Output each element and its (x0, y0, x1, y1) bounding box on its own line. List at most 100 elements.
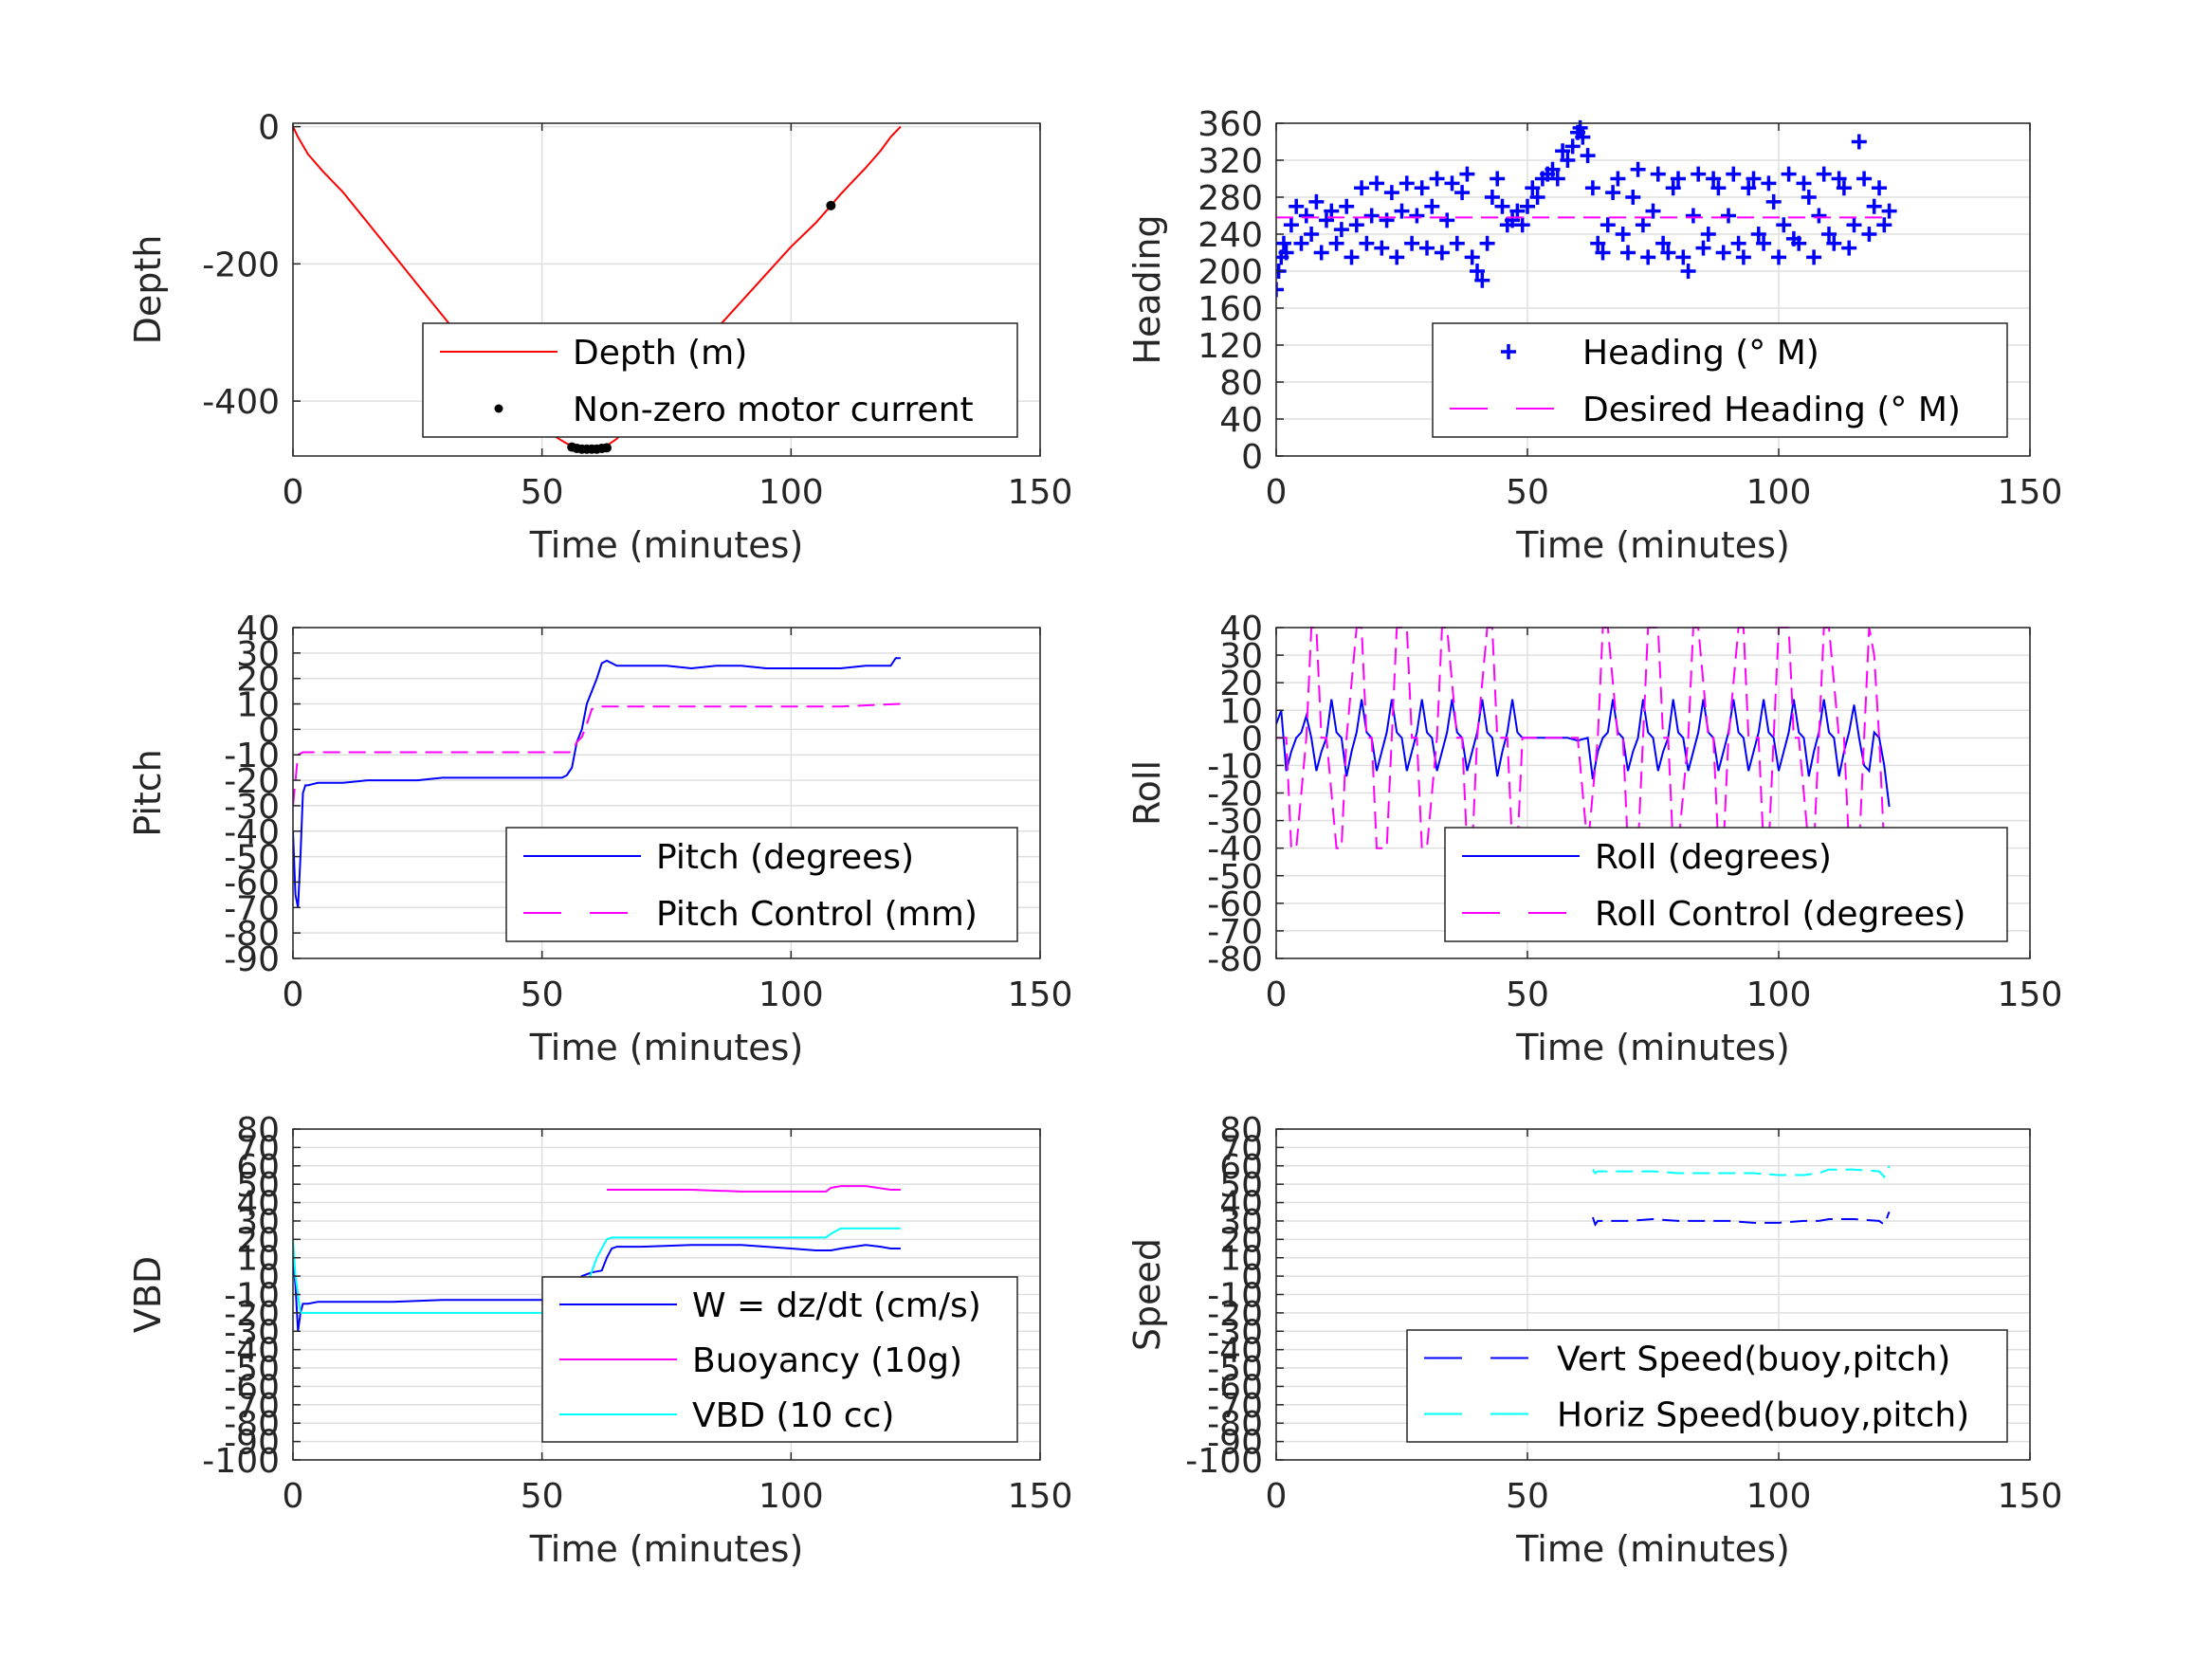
y-tick-label: -30 (224, 1313, 280, 1352)
data-point (1781, 166, 1797, 182)
x-tick-label: 150 (1008, 975, 1073, 1014)
legend: Heading (° M) Desired Heading (° M) (1432, 322, 2008, 438)
legend-swatch (494, 404, 503, 413)
y-tick-label: -80 (224, 1405, 280, 1444)
series-line (607, 1185, 901, 1193)
data-point (1605, 185, 1621, 201)
legend-swatch (1501, 344, 1516, 359)
y-tick-label: 60 (1219, 1148, 1263, 1187)
legend-label: Depth (m) (573, 334, 747, 373)
data-point (1464, 249, 1480, 265)
y-tick-label: -100 (202, 1442, 280, 1481)
data-point (1680, 264, 1696, 279)
data-point (1509, 203, 1526, 219)
legend-item: VBD (10 cc) (559, 1396, 894, 1435)
data-point (1459, 166, 1475, 182)
series-group (293, 657, 901, 908)
data-point (1549, 171, 1565, 187)
y-axis-label: Pitch (127, 749, 169, 837)
y-tick-label: -10 (1207, 1277, 1263, 1316)
y-tick-label: 30 (1219, 637, 1263, 676)
y-tick-label: 40 (236, 610, 280, 648)
legend-item: Buoyancy (10g) (559, 1341, 962, 1380)
data-point (1640, 249, 1656, 265)
data-point (1851, 134, 1867, 150)
y-tick-label: -80 (224, 915, 280, 954)
legend-item: Pitch (degrees) (523, 838, 914, 877)
y-tick-label: -100 (1185, 1442, 1263, 1481)
x-tick-label: 100 (1746, 975, 1812, 1014)
legend-box (1444, 827, 2008, 942)
x-tick-label: 50 (1506, 1477, 1549, 1516)
data-point (1655, 235, 1672, 251)
data-point (1866, 198, 1882, 214)
data-point (1872, 180, 1887, 196)
y-tick-label: -20 (1207, 1295, 1263, 1334)
data-point (601, 443, 612, 453)
y-tick-label: -50 (1207, 858, 1263, 897)
plot-frame (292, 627, 1041, 959)
data-point (1379, 212, 1395, 228)
y-tick-label: 160 (1197, 290, 1263, 329)
data-point (1801, 190, 1817, 205)
data-point (1278, 245, 1294, 261)
series-group (1276, 119, 1897, 298)
data-point (1389, 249, 1405, 265)
y-tick-label: 120 (1197, 327, 1263, 366)
data-point (1615, 227, 1631, 242)
data-point (1479, 235, 1495, 251)
data-point (1319, 212, 1334, 228)
x-tick-label: 150 (1008, 473, 1073, 512)
y-tick-label: 80 (1219, 364, 1263, 403)
series-group (293, 125, 902, 454)
legend: W = dz/dt (cm/s) Buoyancy (10g) VBD (10 cc… (541, 1276, 1018, 1443)
y-tick-label: 30 (236, 635, 280, 674)
data-point (1590, 235, 1606, 251)
y-tick-label: -40 (1207, 830, 1263, 869)
legend-box (1406, 1329, 2008, 1443)
y-tick-label: -50 (224, 839, 280, 878)
legend: Vert Speed(buoy,pitch) Horiz Speed(buoy,p… (1406, 1329, 2008, 1443)
data-point (1409, 208, 1425, 224)
data-point (1298, 208, 1314, 224)
x-tick-label: 100 (1746, 1477, 1812, 1516)
data-point (1726, 166, 1742, 182)
x-tick-label: 50 (521, 975, 564, 1014)
data-point (1710, 180, 1727, 196)
y-tick-label: -40 (224, 1332, 280, 1371)
legend-label: Roll (degrees) (1595, 838, 1832, 877)
y-axis-label: VBD (127, 1256, 169, 1333)
data-point (1811, 208, 1827, 224)
y-tick-label: 0 (1241, 720, 1263, 758)
y-tick-label: 10 (236, 686, 280, 725)
data-point (1520, 198, 1535, 214)
data-point (1876, 217, 1892, 233)
x-axis-label: Time (minutes) (529, 1528, 804, 1570)
data-point (1359, 235, 1375, 251)
data-point (1304, 227, 1320, 242)
y-tick-label: 30 (236, 1203, 280, 1242)
legend-item: Depth (m) (440, 334, 747, 373)
data-point (1454, 185, 1471, 201)
legend: Depth (m) Non-zero motor current (422, 322, 1018, 438)
x-axis-label: Time (minutes) (1515, 1528, 1790, 1570)
y-tick-label: -10 (224, 1277, 280, 1316)
data-point (1856, 171, 1873, 187)
y-tick-label: -40 (224, 813, 280, 852)
data-point (1671, 171, 1686, 187)
data-point (1293, 235, 1309, 251)
y-tick-label: 10 (1219, 1240, 1263, 1279)
data-point (1735, 249, 1751, 265)
plot-frame (292, 122, 1041, 457)
data-point (1449, 235, 1465, 251)
legend-label: Non-zero motor current (573, 391, 974, 429)
y-tick-label: -40 (1207, 1332, 1263, 1371)
data-point (1660, 245, 1676, 261)
y-tick-label: 20 (236, 661, 280, 700)
y-axis-label: Depth (127, 235, 169, 345)
y-tick-label: 30 (1219, 1203, 1263, 1242)
data-point (1404, 235, 1420, 251)
legend-item: Vert Speed(buoy,pitch) (1424, 1340, 1950, 1379)
legend-label: Horiz Speed(buoy,pitch) (1557, 1396, 1969, 1435)
legend-label: Roll Control (degrees) (1595, 895, 1965, 934)
